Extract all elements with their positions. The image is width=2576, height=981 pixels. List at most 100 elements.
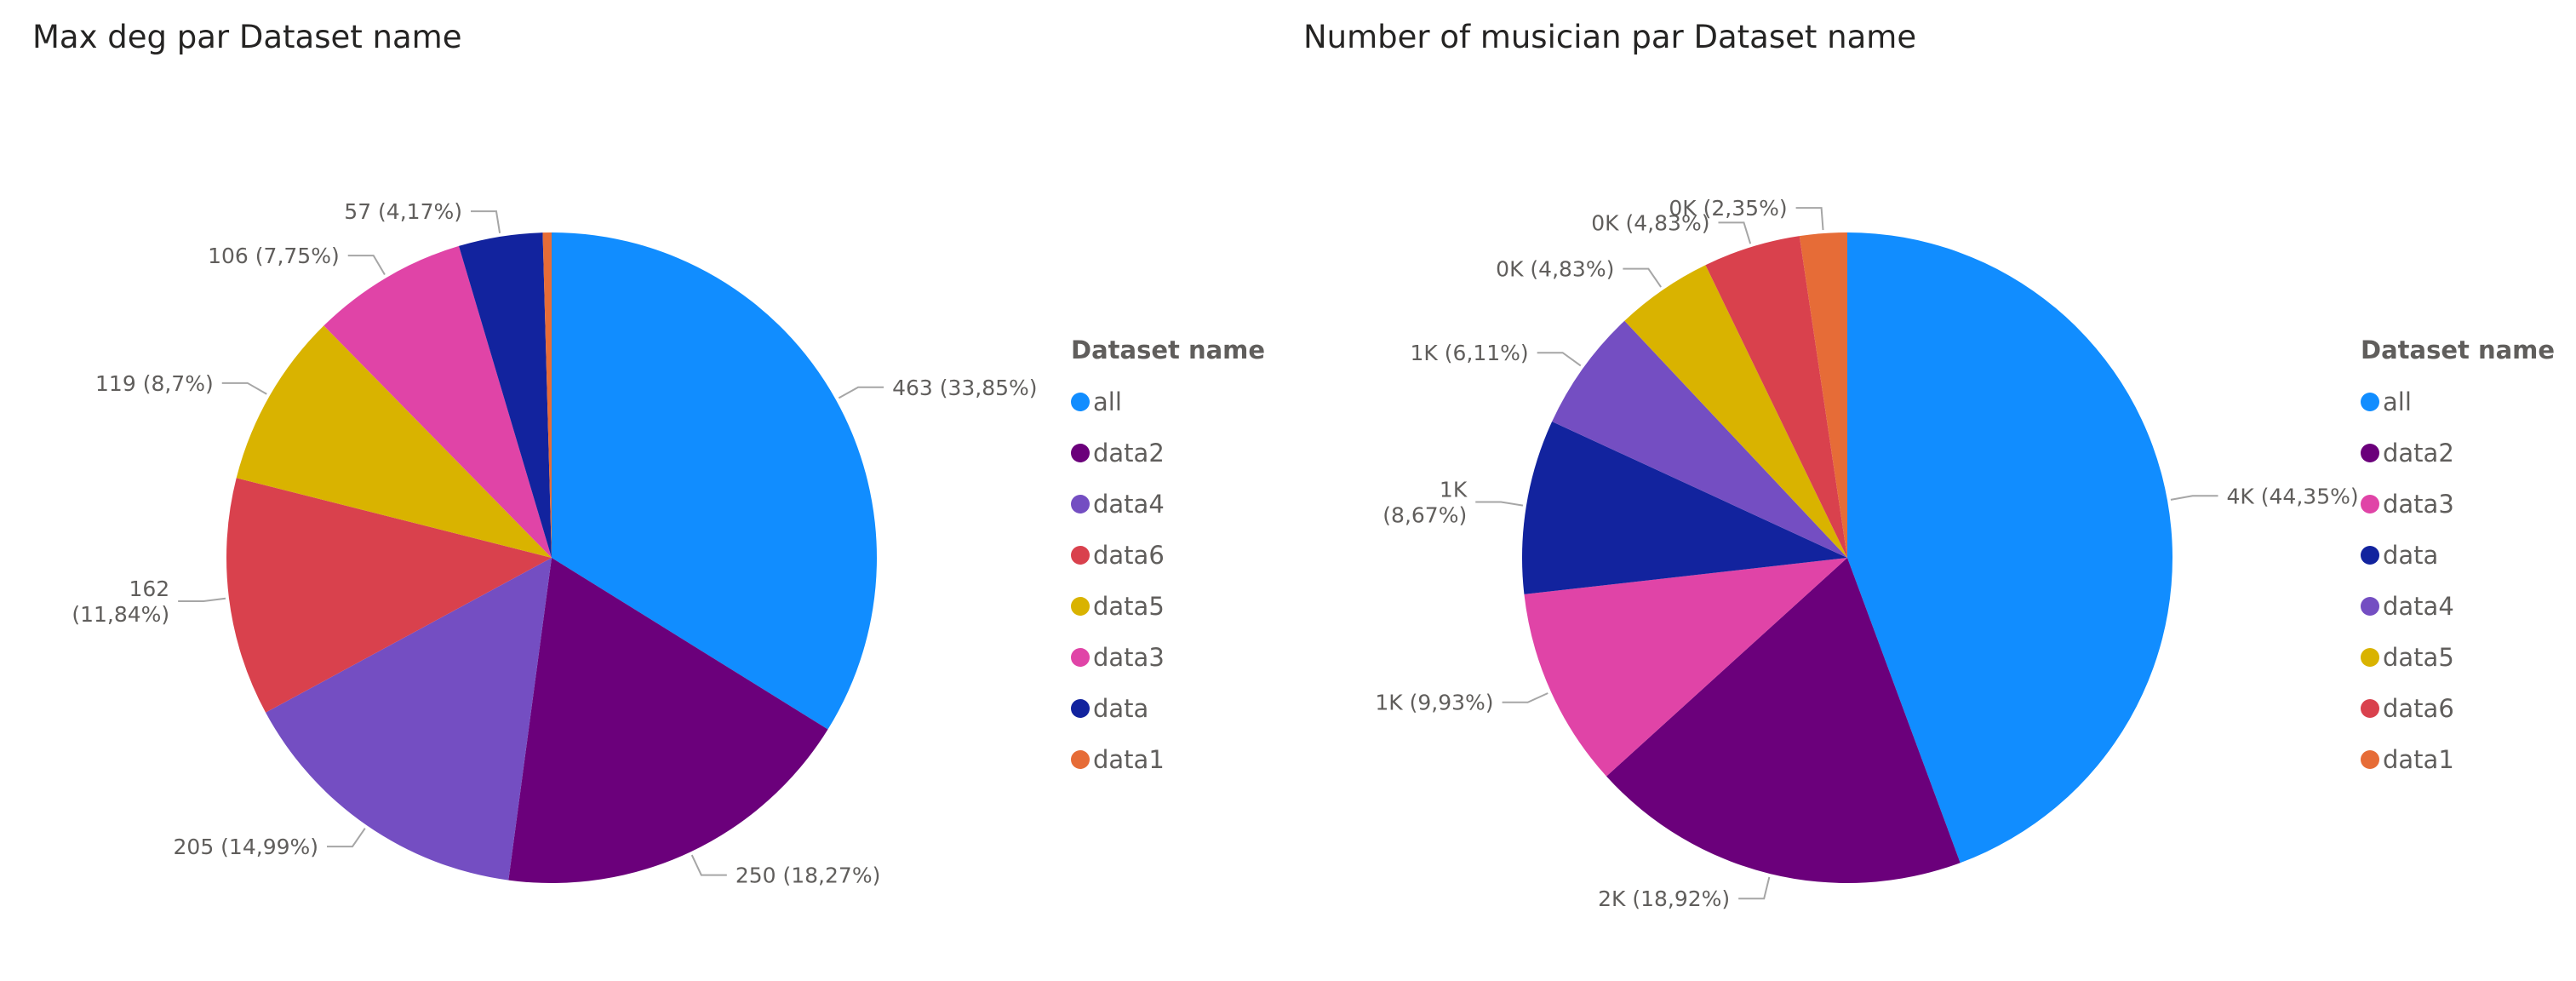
pie-chart-max-deg[interactable]: 463 (33,85%) 250 (18,27%) 205 (14,99%) 162(… — [0, 0, 1288, 981]
legend-item-data2[interactable]: data2 — [1071, 427, 1265, 479]
pie-slice-data2[interactable] — [1606, 558, 1961, 883]
chart-title-max-deg: Max deg par Dataset name — [32, 19, 462, 55]
legend-marker-icon — [1071, 648, 1090, 667]
data-label-data2: 2K (18,92%) — [1598, 886, 1730, 911]
legend-marker-icon — [2361, 444, 2379, 462]
legend-label: data6 — [2383, 694, 2454, 723]
legend-marker-icon — [2361, 393, 2379, 411]
legend-max-deg: Dataset name all data2 data4 data6 data5 data… — [1071, 336, 1265, 785]
legend-marker-icon — [1071, 546, 1090, 565]
legend-item-data1[interactable]: data1 — [2361, 734, 2555, 785]
data-label-data4: 205 (14,99%) — [174, 835, 319, 859]
pie-slice-all[interactable] — [1847, 232, 2172, 863]
legend-title: Dataset name — [1071, 336, 1266, 364]
data-label-all: 4K (44,35%) — [2227, 484, 2359, 508]
pie-slice-data6[interactable] — [1705, 236, 1847, 558]
pie-slice-data5[interactable] — [1624, 265, 1847, 558]
pie-slice-data1[interactable] — [1799, 232, 1847, 558]
data-label-data1: 0K (2,35%) — [1669, 196, 1787, 221]
leader-line-data6 — [178, 597, 226, 602]
legend-item-data3[interactable]: data3 — [2361, 479, 2555, 530]
legend-item-data5[interactable]: data5 — [1071, 581, 1265, 632]
legend-marker-icon — [1071, 444, 1090, 462]
pie-slice-data1[interactable] — [542, 232, 552, 558]
leader-line-all — [2170, 495, 2218, 501]
data-label-data5: 0K (4,83%) — [1496, 257, 1614, 282]
pie-slice-data4[interactable] — [1552, 320, 1847, 558]
pie-slice-data4[interactable] — [266, 558, 552, 881]
legend-label: data1 — [1093, 745, 1165, 774]
pie-slice-data6[interactable] — [226, 478, 552, 713]
pie-slice-data[interactable] — [459, 232, 552, 558]
legend-item-all[interactable]: all — [1071, 376, 1265, 427]
pie-slice-data2[interactable] — [508, 558, 828, 883]
leader-line-data5 — [1623, 267, 1662, 288]
pie-chart-panel-max-deg: Max deg par Dataset name 463 (33,85%) 250… — [0, 0, 1288, 981]
legend-label: data3 — [1093, 643, 1165, 672]
data-label-data: 1K (8,67%) — [1382, 477, 1468, 527]
leader-line-data2 — [1738, 876, 1771, 900]
legend-marker-icon — [2361, 495, 2379, 513]
legend-item-data4[interactable]: data4 — [1071, 479, 1265, 530]
pie-chart-musicians[interactable]: 4K (44,35%) 2K (18,92%) 1K (9,93%) 1K (8,67%… — [1288, 0, 2576, 981]
pie-chart-panel-musicians: Number of musician par Dataset name 4K (… — [1288, 0, 2576, 981]
legend-label: all — [1093, 387, 1122, 416]
data-label-data3: 106 (7,75%) — [208, 244, 340, 268]
data-label-data6: 0K (4,83%) — [1591, 210, 1709, 235]
legend-item-data5[interactable]: data5 — [2361, 632, 2555, 683]
legend-marker-icon — [2361, 546, 2379, 565]
legend-item-data[interactable]: data — [1071, 683, 1265, 734]
legend-item-data6[interactable]: data6 — [2361, 683, 2555, 734]
chart-title-musicians: Number of musician par Dataset name — [1303, 19, 1917, 55]
legend-item-data2[interactable]: data2 — [2361, 427, 2555, 479]
leader-line-data — [470, 210, 501, 233]
data-label-data2: 250 (18,27%) — [736, 863, 881, 888]
legend-marker-icon — [2361, 597, 2379, 616]
leader-line-data — [1475, 501, 1524, 507]
legend-marker-icon — [1071, 495, 1090, 513]
legend-musicians: Dataset name all data2 data3 data data4 data5… — [2361, 336, 2555, 785]
leader-line-all — [838, 386, 884, 399]
legend-marker-icon — [2361, 648, 2379, 667]
legend-item-data[interactable]: data — [2361, 530, 2555, 581]
pie-slice-data[interactable] — [1522, 422, 1847, 594]
legend-item-all[interactable]: all — [2361, 376, 2555, 427]
legend-marker-icon — [1071, 393, 1090, 411]
pie-slice-data3[interactable] — [1524, 558, 1847, 777]
legend-label: all — [2383, 387, 2412, 416]
leader-line-data5 — [221, 382, 267, 395]
data-label-data: 57 (4,17%) — [344, 199, 462, 224]
pie-slice-all[interactable] — [552, 232, 877, 730]
legend-label: data1 — [2383, 745, 2454, 774]
data-label-data4: 1K (6,11%) — [1410, 341, 1528, 365]
legend-marker-icon — [2361, 750, 2379, 769]
legend-item-data3[interactable]: data3 — [1071, 632, 1265, 683]
data-label-data3: 1K (9,93%) — [1375, 691, 1493, 715]
legend-item-data1[interactable]: data1 — [1071, 734, 1265, 785]
legend-label: data5 — [1093, 592, 1165, 621]
legend-label: data4 — [2383, 592, 2454, 621]
leader-line-data4 — [1537, 352, 1582, 367]
legend-marker-icon — [1071, 597, 1090, 616]
legend-marker-icon — [1071, 699, 1090, 718]
legend-label: data6 — [1093, 541, 1165, 570]
leader-line-data1 — [1795, 207, 1824, 231]
legend-label: data4 — [1093, 490, 1165, 519]
data-label-all: 463 (33,85%) — [892, 376, 1038, 400]
leader-line-data4 — [327, 828, 366, 848]
leader-line-data3 — [1502, 692, 1548, 703]
data-label-data5: 119 (8,7%) — [95, 371, 214, 396]
leader-line-data6 — [1718, 221, 1752, 244]
legend-marker-icon — [1071, 750, 1090, 769]
leader-line-data3 — [347, 255, 386, 276]
legend-label: data — [2383, 541, 2439, 570]
legend-item-data4[interactable]: data4 — [2361, 581, 2555, 632]
pie-slice-data5[interactable] — [236, 325, 552, 558]
legend-label: data2 — [1093, 439, 1165, 468]
legend-item-data6[interactable]: data6 — [1071, 530, 1265, 581]
data-label-data6: 162 (11,84%) — [72, 577, 169, 627]
pie-slice-data3[interactable] — [323, 245, 552, 558]
leader-line-data2 — [690, 854, 727, 876]
legend-label: data — [1093, 694, 1149, 723]
legend-label: data2 — [2383, 439, 2454, 468]
